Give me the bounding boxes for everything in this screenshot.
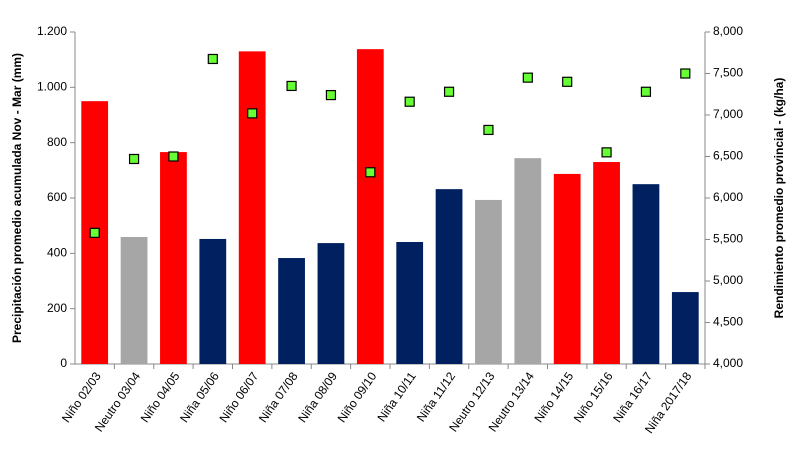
point — [365, 167, 376, 178]
y-axis-title: Precipitación promedio acumulada Nov - M… — [10, 53, 24, 343]
y-tick-label: 400 — [47, 246, 67, 260]
y2-tick-label: 6,000 — [713, 190, 743, 204]
y2-tick-label: 7,500 — [713, 66, 743, 80]
y2-tick-label: 5,000 — [713, 273, 743, 287]
point — [443, 86, 455, 97]
y-tick-label: 200 — [47, 301, 67, 315]
point — [168, 151, 179, 162]
x-tick-label: Niño 15/16 — [571, 369, 616, 425]
x-tick-label: Niño 09/10 — [335, 369, 380, 425]
point — [522, 72, 533, 83]
y-tick-label: 1.000 — [37, 80, 67, 94]
bar — [671, 292, 699, 364]
point — [601, 147, 612, 158]
y-tick-label: 600 — [47, 190, 67, 204]
y-tick-label: 800 — [47, 135, 67, 149]
bar — [475, 199, 502, 364]
point — [640, 86, 652, 97]
x-tick-label: Niño 14/15 — [531, 369, 576, 425]
x-tick-label: Niña 05/06 — [177, 369, 222, 425]
y2-tick-label: 7,000 — [713, 107, 743, 121]
point — [404, 96, 415, 107]
point — [483, 124, 494, 136]
bar — [317, 243, 345, 364]
y2-axis-title: Rendimiento promedio provincial - (kg/ha… — [772, 78, 786, 319]
bar — [514, 158, 542, 364]
x-tick-label: Niña 07/08 — [256, 369, 301, 425]
bar — [199, 238, 227, 364]
x-tick-label: Niño 02/03 — [59, 369, 104, 425]
y-tick-label: 0 — [60, 356, 67, 370]
bar — [238, 51, 266, 364]
x-tick-label: Niña 08/09 — [295, 369, 340, 425]
x-tick-label: Niña 16/17 — [610, 369, 655, 425]
y2-tick-label: 4,000 — [713, 356, 743, 370]
y2-tick-label: 6,500 — [713, 149, 743, 163]
bar — [553, 173, 581, 364]
x-tick-label: Niño 04/05 — [138, 369, 183, 425]
bar — [632, 184, 660, 364]
y2-tick-label: 8,000 — [713, 24, 743, 38]
point — [680, 68, 691, 79]
point — [89, 227, 100, 238]
point — [325, 89, 337, 101]
bar — [593, 162, 620, 364]
y2-tick-label: 4,500 — [713, 315, 743, 329]
bar — [160, 152, 187, 364]
bar — [356, 49, 384, 365]
point — [562, 76, 573, 87]
point — [247, 108, 258, 119]
x-tick-label: Niña 11/12 — [414, 369, 458, 424]
bar — [435, 189, 463, 364]
point — [128, 153, 140, 165]
x-tick-label: Niña 10/11 — [374, 369, 418, 424]
y2-tick-label: 5,500 — [713, 232, 743, 246]
y-tick-label: 1.200 — [37, 24, 67, 38]
bar — [278, 258, 305, 364]
point — [207, 53, 218, 65]
point — [286, 80, 297, 92]
x-tick-label: Niño 06/07 — [216, 369, 261, 425]
bar — [396, 241, 424, 364]
bar — [120, 237, 148, 364]
